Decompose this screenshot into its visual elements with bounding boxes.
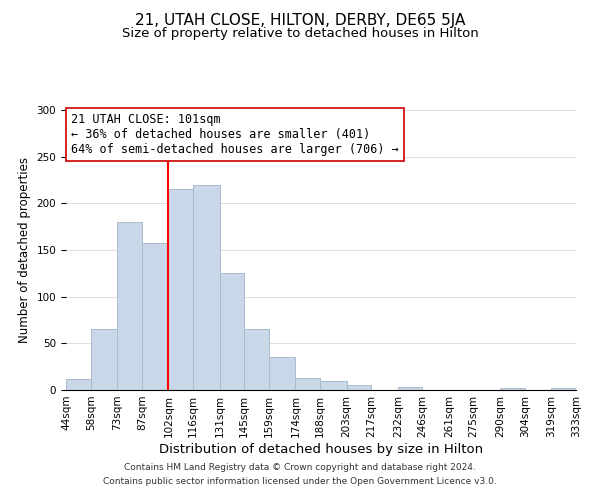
Text: Contains HM Land Registry data © Crown copyright and database right 2024.: Contains HM Land Registry data © Crown c…: [124, 464, 476, 472]
Bar: [295, 378, 320, 390]
Text: Size of property relative to detached houses in Hilton: Size of property relative to detached ho…: [122, 28, 478, 40]
Bar: [66, 379, 91, 390]
Y-axis label: Number of detached properties: Number of detached properties: [18, 157, 31, 343]
Bar: [244, 330, 269, 390]
Bar: [500, 388, 525, 390]
Bar: [117, 222, 142, 390]
Text: Contains public sector information licensed under the Open Government Licence v3: Contains public sector information licen…: [103, 477, 497, 486]
Text: 21, UTAH CLOSE, HILTON, DERBY, DE65 5JA: 21, UTAH CLOSE, HILTON, DERBY, DE65 5JA: [135, 12, 465, 28]
X-axis label: Distribution of detached houses by size in Hilton: Distribution of detached houses by size …: [159, 442, 483, 456]
Bar: [193, 184, 220, 390]
Bar: [91, 330, 117, 390]
Bar: [320, 380, 347, 390]
Bar: [551, 388, 576, 390]
Text: 21 UTAH CLOSE: 101sqm
← 36% of detached houses are smaller (401)
64% of semi-det: 21 UTAH CLOSE: 101sqm ← 36% of detached …: [71, 113, 399, 156]
Bar: [269, 358, 295, 390]
Bar: [169, 190, 193, 390]
Bar: [142, 242, 169, 390]
Bar: [220, 274, 244, 390]
Bar: [347, 386, 371, 390]
Bar: [398, 387, 422, 390]
